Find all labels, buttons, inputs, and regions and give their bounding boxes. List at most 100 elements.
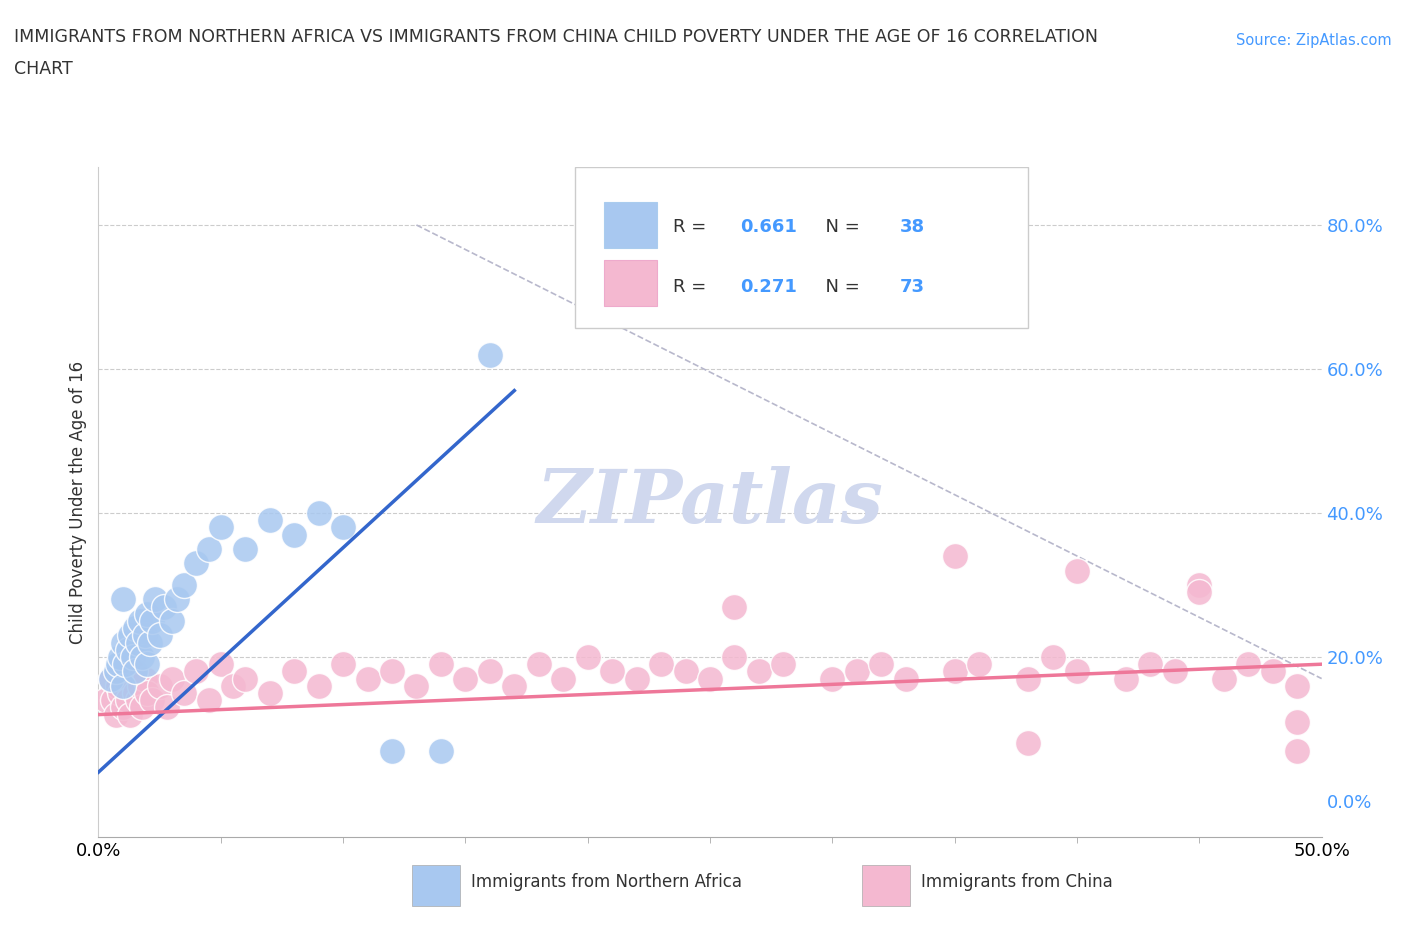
Point	[120, 707, 142, 722]
Point	[259, 685, 281, 700]
Point	[111, 678, 134, 693]
Point	[127, 693, 149, 708]
Point	[430, 743, 453, 758]
Point	[478, 347, 501, 362]
Point	[430, 657, 453, 671]
Point	[332, 657, 354, 671]
Point	[675, 664, 697, 679]
Point	[134, 628, 156, 643]
Point	[1042, 649, 1064, 664]
Point	[650, 657, 672, 671]
Point	[1017, 736, 1039, 751]
Point	[222, 678, 245, 693]
Point	[121, 664, 143, 679]
Text: N =: N =	[814, 278, 866, 296]
Point	[748, 664, 770, 679]
Point	[111, 700, 134, 715]
Point	[553, 671, 575, 686]
Point	[131, 700, 153, 715]
Point	[1286, 678, 1309, 693]
Point	[166, 592, 188, 607]
Point	[120, 628, 142, 643]
Point	[160, 614, 183, 629]
Point	[1286, 714, 1309, 729]
Point	[723, 599, 745, 614]
Point	[209, 520, 232, 535]
Point	[233, 671, 256, 686]
Point	[111, 635, 134, 650]
Point	[186, 556, 208, 571]
Point	[117, 643, 139, 658]
Point	[1017, 671, 1039, 686]
Point	[104, 707, 127, 722]
Point	[153, 599, 176, 614]
Point	[259, 512, 281, 527]
Point	[173, 685, 195, 700]
Point	[197, 541, 219, 556]
Text: R =: R =	[673, 218, 713, 235]
Point	[149, 628, 172, 643]
Y-axis label: Child Poverty Under the Age of 16: Child Poverty Under the Age of 16	[69, 361, 87, 644]
FancyBboxPatch shape	[603, 202, 658, 247]
Point	[124, 685, 146, 700]
Point	[111, 592, 134, 607]
Text: Source: ZipAtlas.com: Source: ZipAtlas.com	[1236, 33, 1392, 47]
Point	[356, 671, 378, 686]
Point	[131, 649, 153, 664]
Point	[821, 671, 844, 686]
Point	[1115, 671, 1137, 686]
Point	[576, 649, 599, 664]
Point	[156, 700, 179, 715]
Point	[943, 664, 966, 679]
Point	[1188, 578, 1211, 592]
Point	[1139, 657, 1161, 671]
Point	[381, 664, 404, 679]
Point	[1286, 743, 1309, 758]
Point	[114, 657, 136, 671]
Point	[104, 664, 127, 679]
Point	[845, 664, 868, 679]
Point	[121, 649, 143, 664]
Point	[124, 664, 146, 679]
Text: CHART: CHART	[14, 60, 73, 78]
Point	[1188, 585, 1211, 600]
Point	[129, 614, 152, 629]
Text: 38: 38	[900, 218, 925, 235]
Point	[1066, 564, 1088, 578]
Point	[1164, 664, 1187, 679]
Text: 73: 73	[900, 278, 925, 296]
Point	[405, 678, 427, 693]
Point	[129, 678, 152, 693]
Point	[503, 678, 526, 693]
Point	[772, 657, 794, 671]
Point	[141, 693, 163, 708]
Point	[124, 620, 146, 635]
Point	[100, 671, 122, 686]
Point	[308, 506, 330, 521]
Point	[107, 657, 129, 671]
Point	[894, 671, 917, 686]
Point	[110, 649, 132, 664]
Point	[699, 671, 721, 686]
Point	[209, 657, 232, 671]
Point	[136, 685, 159, 700]
Point	[136, 606, 159, 621]
Point	[143, 592, 166, 607]
Point	[1066, 664, 1088, 679]
Point	[134, 671, 156, 686]
Point	[233, 541, 256, 556]
Point	[94, 693, 117, 708]
Point	[283, 664, 305, 679]
Text: IMMIGRANTS FROM NORTHERN AFRICA VS IMMIGRANTS FROM CHINA CHILD POVERTY UNDER THE: IMMIGRANTS FROM NORTHERN AFRICA VS IMMIG…	[14, 28, 1098, 46]
Point	[454, 671, 477, 686]
Text: N =: N =	[814, 218, 866, 235]
Point	[1237, 657, 1260, 671]
Text: Immigrants from Northern Africa: Immigrants from Northern Africa	[471, 872, 742, 891]
Text: R =: R =	[673, 278, 713, 296]
Point	[723, 649, 745, 664]
Point	[381, 743, 404, 758]
Point	[114, 671, 136, 686]
Point	[149, 678, 172, 693]
Point	[117, 693, 139, 708]
Point	[110, 685, 132, 700]
